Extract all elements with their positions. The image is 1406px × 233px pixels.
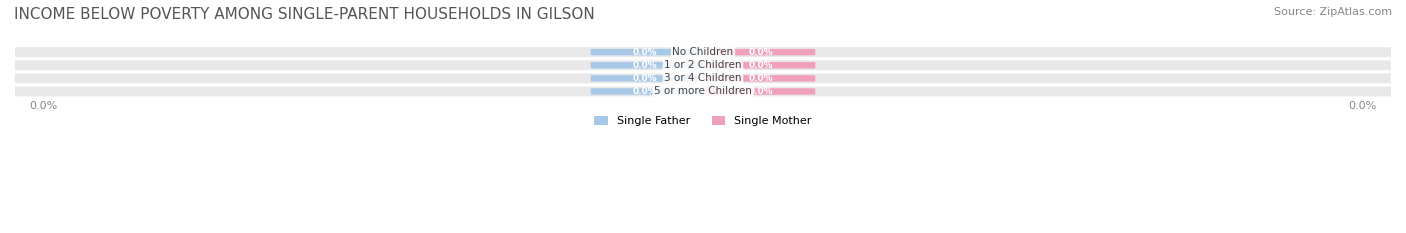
Text: Source: ZipAtlas.com: Source: ZipAtlas.com — [1274, 7, 1392, 17]
FancyBboxPatch shape — [707, 88, 815, 95]
Text: 0.0%: 0.0% — [633, 48, 658, 57]
FancyBboxPatch shape — [707, 75, 815, 82]
Text: 5 or more Children: 5 or more Children — [654, 86, 752, 96]
Text: INCOME BELOW POVERTY AMONG SINGLE-PARENT HOUSEHOLDS IN GILSON: INCOME BELOW POVERTY AMONG SINGLE-PARENT… — [14, 7, 595, 22]
FancyBboxPatch shape — [0, 73, 1406, 83]
Text: 0.0%: 0.0% — [748, 74, 773, 83]
Text: 0.0%: 0.0% — [633, 87, 658, 96]
Text: 1 or 2 Children: 1 or 2 Children — [664, 60, 742, 70]
FancyBboxPatch shape — [0, 87, 1406, 96]
FancyBboxPatch shape — [0, 60, 1406, 70]
FancyBboxPatch shape — [591, 88, 699, 95]
Legend: Single Father, Single Mother: Single Father, Single Mother — [591, 112, 815, 131]
Text: 0.0%: 0.0% — [30, 101, 58, 111]
Text: 0.0%: 0.0% — [1348, 101, 1376, 111]
Text: 3 or 4 Children: 3 or 4 Children — [664, 73, 742, 83]
Text: 0.0%: 0.0% — [748, 87, 773, 96]
FancyBboxPatch shape — [707, 62, 815, 69]
Text: No Children: No Children — [672, 47, 734, 57]
FancyBboxPatch shape — [707, 49, 815, 55]
FancyBboxPatch shape — [591, 49, 699, 55]
Text: 0.0%: 0.0% — [633, 61, 658, 70]
Text: 0.0%: 0.0% — [748, 61, 773, 70]
FancyBboxPatch shape — [591, 62, 699, 69]
Text: 0.0%: 0.0% — [633, 74, 658, 83]
FancyBboxPatch shape — [591, 75, 699, 82]
Text: 0.0%: 0.0% — [748, 48, 773, 57]
FancyBboxPatch shape — [0, 47, 1406, 57]
